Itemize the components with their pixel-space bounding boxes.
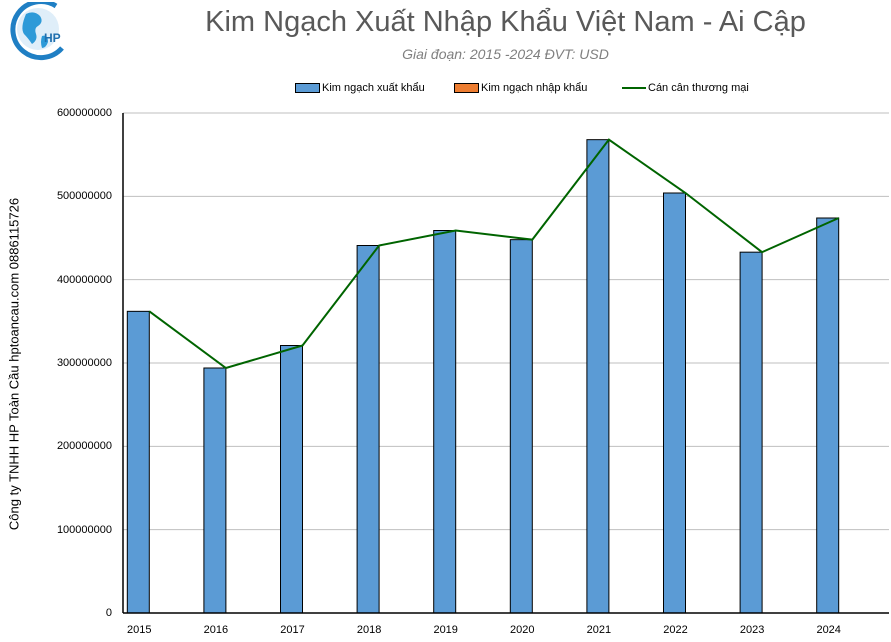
export-swatch-icon [295,83,320,93]
y-tick-label: 500000000 [56,190,112,203]
svg-text:HP: HP [44,31,61,45]
x-tick-label: 2019 [433,624,458,636]
x-tick-label: 2016 [203,624,229,636]
legend-item-export[interactable]: Kim ngạch xuất khẩu [295,82,425,94]
export-bar[interactable] [203,367,227,614]
y-tick-label: 600000000 [56,107,112,119]
company-logo: HP [4,0,68,62]
y-tick-label: 400000000 [56,273,112,286]
y-tick-label: 100000000 [56,523,112,536]
x-tick-label: 2020 [510,624,535,636]
legend-item-import[interactable]: Kim ngạch nhập khẩu [454,82,587,94]
x-tick-label: 2023 [739,624,765,636]
export-bar[interactable] [816,217,840,614]
export-bar[interactable] [739,251,763,614]
legend: Kim ngạch xuất khẩu Kim ngạch nhập khẩu … [0,82,891,98]
legend-label-import: Kim ngạch nhập khẩu [481,82,588,94]
chart-subtitle: Giai đoạn: 2015 -2024 ĐVT: USD [402,46,609,62]
y-tick-label: 0 [105,607,112,619]
export-bar[interactable] [356,245,380,614]
legend-label-export: Kim ngạch xuất khẩu [322,82,425,94]
export-bar[interactable] [663,192,686,614]
export-bar[interactable] [126,310,150,614]
export-bar[interactable] [586,139,610,614]
x-tick-label: 2015 [127,624,152,636]
export-bar[interactable] [433,230,457,614]
globe-logo-icon: HP [10,0,64,61]
y-tick-label: 200000000 [56,440,112,453]
x-tick-label: 2017 [280,624,305,636]
export-bar[interactable] [280,345,303,614]
x-tick-label: 2024 [816,624,841,636]
legend-label-balance: Cán cân thương mại [648,82,749,94]
x-tick-label: 2018 [356,624,382,636]
export-bar[interactable] [509,239,533,614]
y-tick-label: 300000000 [56,357,112,369]
import-swatch-icon [454,83,479,93]
legend-item-balance[interactable]: Cán cân thương mại [622,82,749,94]
chart-title: Kim Ngạch Xuất Nhập Khẩu Việt Nam - Ai C… [205,6,806,38]
balance-line-icon [622,87,646,89]
x-tick-label: 2021 [586,624,612,636]
balance-line[interactable] [148,138,840,370]
x-tick-label: 2022 [663,624,688,636]
